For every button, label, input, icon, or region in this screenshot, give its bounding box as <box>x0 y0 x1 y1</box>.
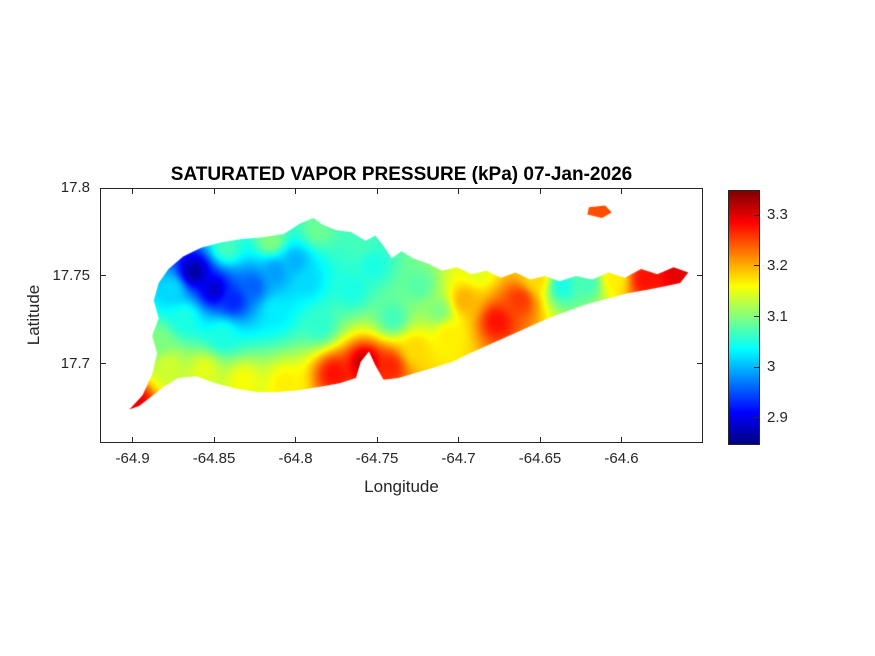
x-tick-mark <box>295 189 297 194</box>
y-tick-label: 17.7 <box>60 354 90 372</box>
colorbar-tick-label: 3.1 <box>767 307 788 325</box>
y-tick-mark <box>697 187 702 189</box>
y-tick-mark <box>697 363 702 365</box>
x-tick-mark <box>458 437 460 442</box>
colorbar-tick-label: 3 <box>767 358 776 376</box>
x-tick-mark <box>213 189 215 194</box>
x-tick-mark <box>539 189 541 194</box>
y-tick-label: 17.75 <box>52 266 90 284</box>
x-tick-label: -64.65 <box>518 450 562 467</box>
x-tick-mark <box>376 437 378 442</box>
y-tick-label: 17.8 <box>60 179 90 196</box>
heatmap-canvas <box>100 188 703 443</box>
colorbar-tick-mark <box>754 214 759 216</box>
x-tick-label: -64.8 <box>278 450 313 467</box>
x-tick-label: -64.6 <box>604 450 639 467</box>
x-tick-label: -64.9 <box>115 450 150 467</box>
colorbar-tick-label: 3.2 <box>767 256 788 274</box>
colorbar-canvas <box>728 190 760 445</box>
x-tick-label: -64.7 <box>441 450 476 467</box>
y-tick-mark <box>697 275 702 277</box>
colorbar-tick-mark <box>754 417 759 419</box>
x-tick-mark <box>376 189 378 194</box>
x-tick-mark <box>539 437 541 442</box>
x-tick-mark <box>132 437 134 442</box>
x-tick-label: -64.75 <box>355 450 399 467</box>
colorbar-tick-label: 3.3 <box>767 206 788 224</box>
x-tick-mark <box>213 437 215 442</box>
y-tick-mark <box>101 363 106 365</box>
colorbar-tick-mark <box>754 366 759 368</box>
x-axis-label: Longitude <box>364 477 439 496</box>
colorbar-tick-label: 2.9 <box>767 408 788 426</box>
colorbar-tick-mark <box>754 265 759 267</box>
chart-title: SATURATED VAPOR PRESSURE (kPa) 07-Jan-20… <box>170 164 633 185</box>
x-tick-mark <box>458 189 460 194</box>
y-tick-mark <box>101 275 106 277</box>
y-tick-mark <box>101 187 106 189</box>
x-tick-mark <box>132 189 134 194</box>
x-tick-mark <box>621 189 622 194</box>
x-tick-mark <box>621 437 622 442</box>
colorbar-tick-mark <box>754 316 759 317</box>
x-tick-mark <box>295 437 297 442</box>
x-tick-label: -64.85 <box>192 450 236 467</box>
